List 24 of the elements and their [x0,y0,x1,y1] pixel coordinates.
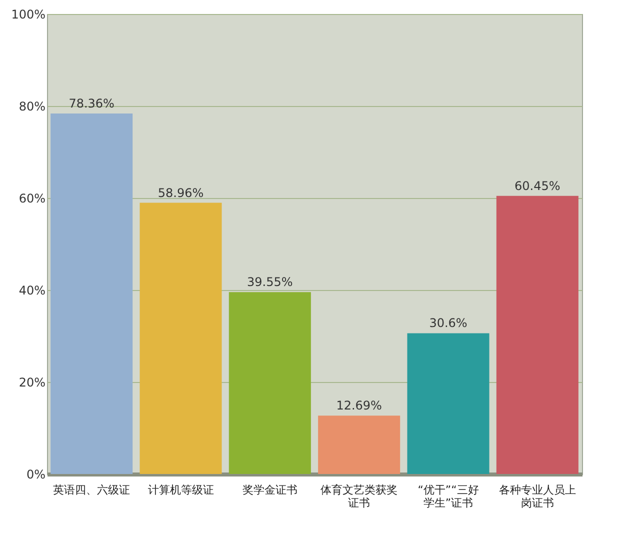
data-label: 60.45% [514,178,560,193]
bar [140,202,222,474]
y-tick-label: 40% [18,284,46,298]
y-tick-label: 0% [26,468,46,482]
x-tick-label: “优干”“三好学生”证书 [418,484,479,510]
x-tick-label: 英语四、六级证 [53,484,130,496]
y-tick-label: 60% [18,192,46,206]
data-label: 58.96% [158,186,204,200]
data-label: 78.36% [68,96,114,111]
x-tick-label: 各种专业人员上岗证书 [498,484,576,510]
data-label: 12.69% [336,398,382,413]
bar [496,196,578,474]
data-label: 30.6% [429,316,468,330]
y-tick-label: 20% [18,376,46,390]
x-tick-label: 体育文艺类获奖证书 [320,484,398,510]
y-tick-label: 100% [11,8,46,22]
bar [228,292,311,474]
bar [318,416,400,474]
x-tick-label: 计算机等级证 [148,484,214,496]
x-tick-label: 奖学金证书 [242,484,298,496]
data-label: 39.55% [247,275,293,290]
bar [407,333,490,474]
bar [50,114,133,474]
y-tick-label: 80% [18,100,46,114]
